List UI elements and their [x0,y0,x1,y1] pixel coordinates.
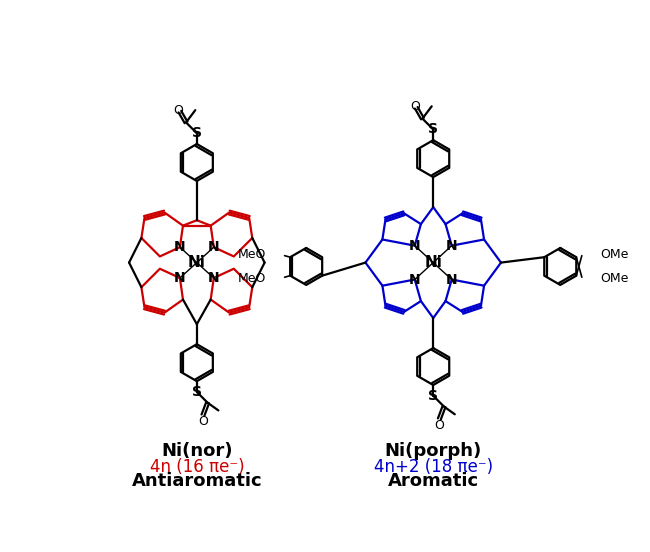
Text: O: O [410,100,420,113]
Text: 4n (16 πe⁻): 4n (16 πe⁻) [150,458,244,476]
Text: OMe: OMe [601,272,629,285]
Text: Ni(nor): Ni(nor) [161,442,233,460]
Text: N: N [208,271,220,285]
Text: O: O [198,415,208,428]
Text: MeO: MeO [238,272,266,285]
Text: N: N [446,238,458,253]
Text: O: O [174,104,183,116]
Text: N: N [409,238,421,253]
Text: S: S [428,123,438,136]
Text: Ni: Ni [424,255,442,270]
Text: MeO: MeO [238,248,266,261]
Text: Ni(porph): Ni(porph) [385,442,482,460]
Text: N: N [208,240,220,254]
Text: N: N [409,273,421,286]
Text: Antiaromatic: Antiaromatic [131,471,262,490]
Text: O: O [434,418,445,432]
Text: Aromatic: Aromatic [387,471,479,490]
Text: N: N [174,271,186,285]
Text: N: N [446,273,458,286]
Text: OMe: OMe [601,248,629,261]
Text: S: S [192,126,202,140]
Text: N: N [174,240,186,254]
Text: S: S [428,389,438,403]
Text: 4n+2 (18 πe⁻): 4n+2 (18 πe⁻) [374,458,493,476]
Text: S: S [192,385,202,399]
Text: Ni: Ni [188,255,206,270]
